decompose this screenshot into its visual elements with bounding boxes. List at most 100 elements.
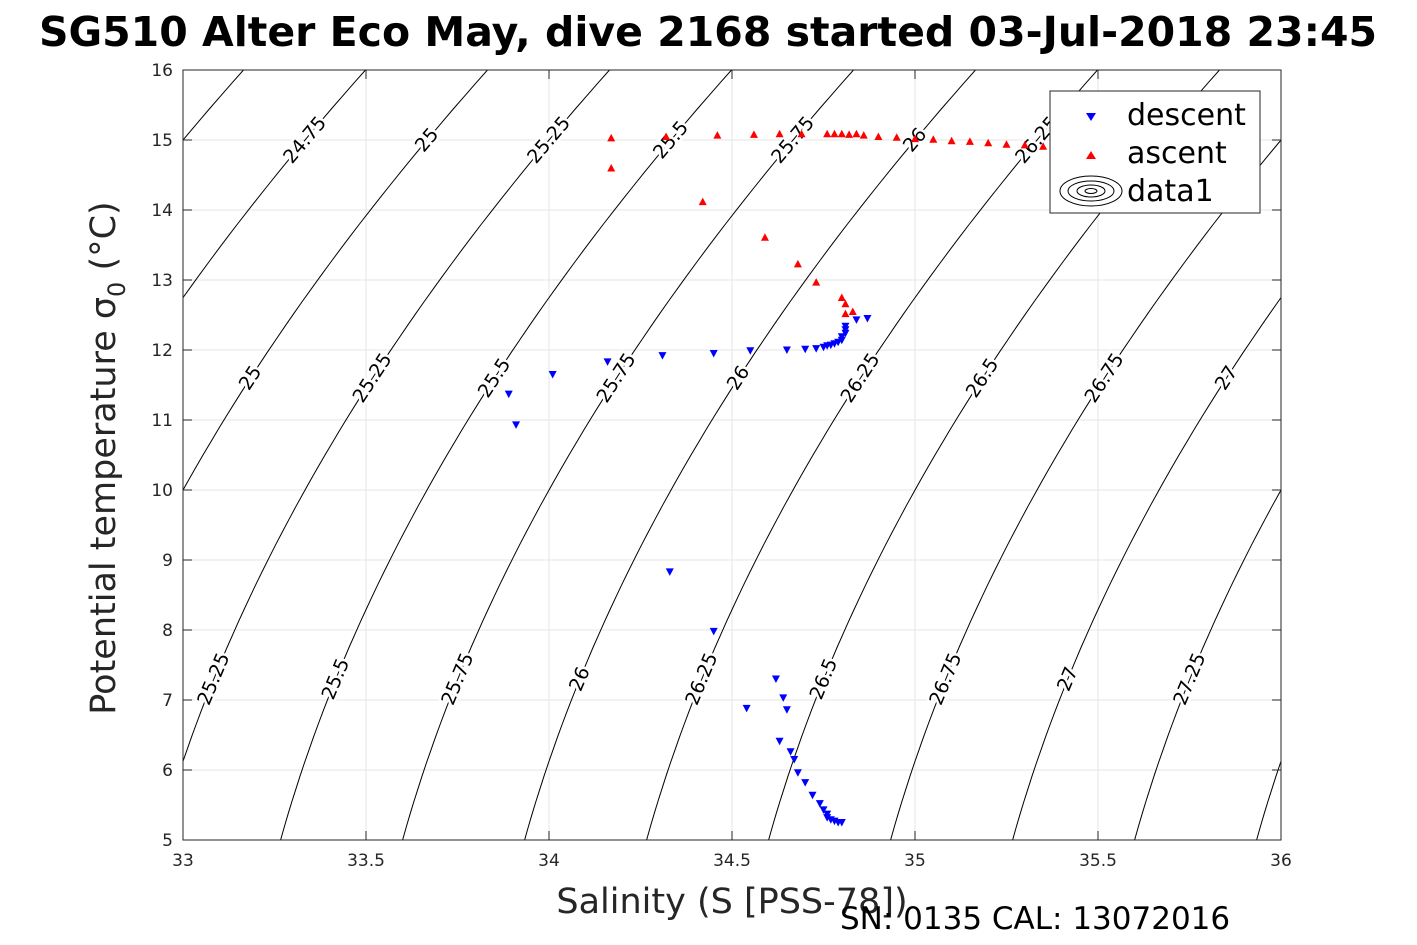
- ascent-point: [1002, 140, 1011, 148]
- ascent-point: [662, 132, 671, 140]
- descent-point: [837, 333, 846, 341]
- isopycnal-line: [1379, 70, 1417, 840]
- y-tick-label: 5: [162, 831, 173, 851]
- legend-descent-marker: [1086, 113, 1096, 121]
- ascent-point: [859, 131, 868, 139]
- isopycnal-line: [524, 70, 976, 840]
- y-tick-label: 6: [162, 761, 173, 781]
- ascent-point: [892, 133, 901, 141]
- x-tick-label: 34: [538, 851, 560, 871]
- isopycnal-line: [183, 70, 366, 299]
- descent-point: [863, 315, 872, 323]
- ascent-point: [852, 129, 861, 138]
- legend-descent-label: descent: [1127, 98, 1246, 133]
- descent-point: [812, 345, 821, 353]
- ascent-point: [947, 136, 956, 145]
- y-tick-label: 11: [151, 411, 173, 431]
- isopycnal-line: [1134, 489, 1281, 840]
- ascent-point: [984, 138, 993, 147]
- ascent-point: [812, 278, 821, 286]
- legend-contour-icon: [1059, 175, 1123, 207]
- chart-title: SG510 Alter Eco May, dive 2168 started 0…: [39, 8, 1377, 56]
- y-axis-label-unit: (°C): [84, 201, 124, 281]
- y-axis-label: Potential temperature σ0 (°C): [84, 201, 131, 714]
- isopycnal-line: [183, 70, 488, 492]
- descent-point: [548, 371, 557, 379]
- y-tick-label: 10: [151, 481, 173, 501]
- x-tick-label: 35: [904, 851, 926, 871]
- y-axis-label-main: Potential temperature σ: [84, 297, 124, 715]
- y-tick-label: 7: [162, 691, 173, 711]
- ascent-point: [698, 197, 707, 206]
- descent-point: [658, 352, 667, 360]
- descent-point: [837, 819, 846, 827]
- ascent-point: [823, 129, 832, 138]
- descent-point: [786, 748, 795, 756]
- descent-point: [782, 706, 791, 714]
- descent-point: [709, 350, 718, 358]
- data-series: [504, 129, 1095, 827]
- descent-point: [742, 704, 751, 713]
- descent-point: [790, 756, 799, 764]
- legend-ascent-label: ascent: [1127, 136, 1227, 171]
- descent-point: [852, 316, 861, 324]
- ascent-point: [607, 133, 616, 142]
- ascent-point: [749, 130, 758, 138]
- serial-calibration-footer: SN: 0135 CAL: 13072016: [840, 901, 1230, 937]
- ascent-point: [775, 129, 784, 138]
- ascent-point: [1039, 142, 1048, 150]
- descent-point: [808, 791, 817, 800]
- isopycnal-line: [646, 70, 1098, 840]
- y-axis-label-subscript: 0: [103, 282, 131, 297]
- ascent-point: [797, 129, 806, 138]
- isopycnal-line: [280, 70, 732, 840]
- x-tick-label: 35.5: [1079, 851, 1117, 871]
- descent-point: [746, 347, 755, 355]
- x-tick-label: 34.5: [713, 851, 751, 871]
- ascent-point: [713, 131, 722, 139]
- descent-point: [819, 806, 828, 814]
- descent-point: [775, 737, 784, 746]
- descent-point: [512, 421, 521, 429]
- x-tick-label: 33: [172, 851, 194, 871]
- ascent-point: [848, 307, 857, 315]
- descent-point: [771, 675, 780, 683]
- ascent-point: [841, 299, 850, 308]
- legend-ascent-marker: [1086, 151, 1096, 159]
- ascent-point: [911, 134, 919, 143]
- ascent-point: [607, 164, 616, 172]
- y-tick-label: 15: [151, 131, 173, 151]
- legend: descent ascent data1: [1049, 90, 1261, 214]
- isopycnal-line: [402, 70, 854, 840]
- descent-point: [665, 568, 674, 576]
- axis-ticks: 33 33.5 34 34.5 35 35.5 36 5 6 7 8 9 10 11 12 13 14 15 16: [151, 61, 1291, 871]
- ascent-point: [760, 233, 769, 241]
- y-tick-label: 16: [151, 61, 173, 81]
- descent-point: [801, 779, 810, 787]
- descent-point: [779, 694, 788, 702]
- descent-point: [709, 627, 718, 636]
- isopycnal-line: [183, 70, 610, 763]
- y-tick-label: 9: [162, 551, 173, 571]
- descent-point: [823, 814, 832, 822]
- descent-point: [841, 322, 850, 331]
- ascent-point: [1020, 140, 1029, 149]
- ascent-point: [874, 132, 883, 140]
- descent-point: [782, 346, 791, 354]
- ascent-point: [837, 293, 846, 301]
- x-tick-label: 36: [1270, 851, 1292, 871]
- isopycnal-line: [1012, 296, 1281, 840]
- descent-point: [801, 345, 810, 354]
- descent-point: [603, 358, 612, 366]
- descent-point: [504, 390, 513, 399]
- descent-point: [793, 769, 802, 777]
- x-axis-label: Salinity (S [PSS-78]): [556, 882, 907, 922]
- y-tick-label: 14: [151, 201, 173, 221]
- ascent-point: [929, 135, 938, 143]
- y-tick-label: 8: [162, 621, 173, 641]
- y-tick-label: 13: [151, 271, 173, 291]
- ascent-point: [841, 309, 850, 318]
- y-tick-label: 12: [151, 341, 173, 361]
- ascent-point: [845, 130, 854, 138]
